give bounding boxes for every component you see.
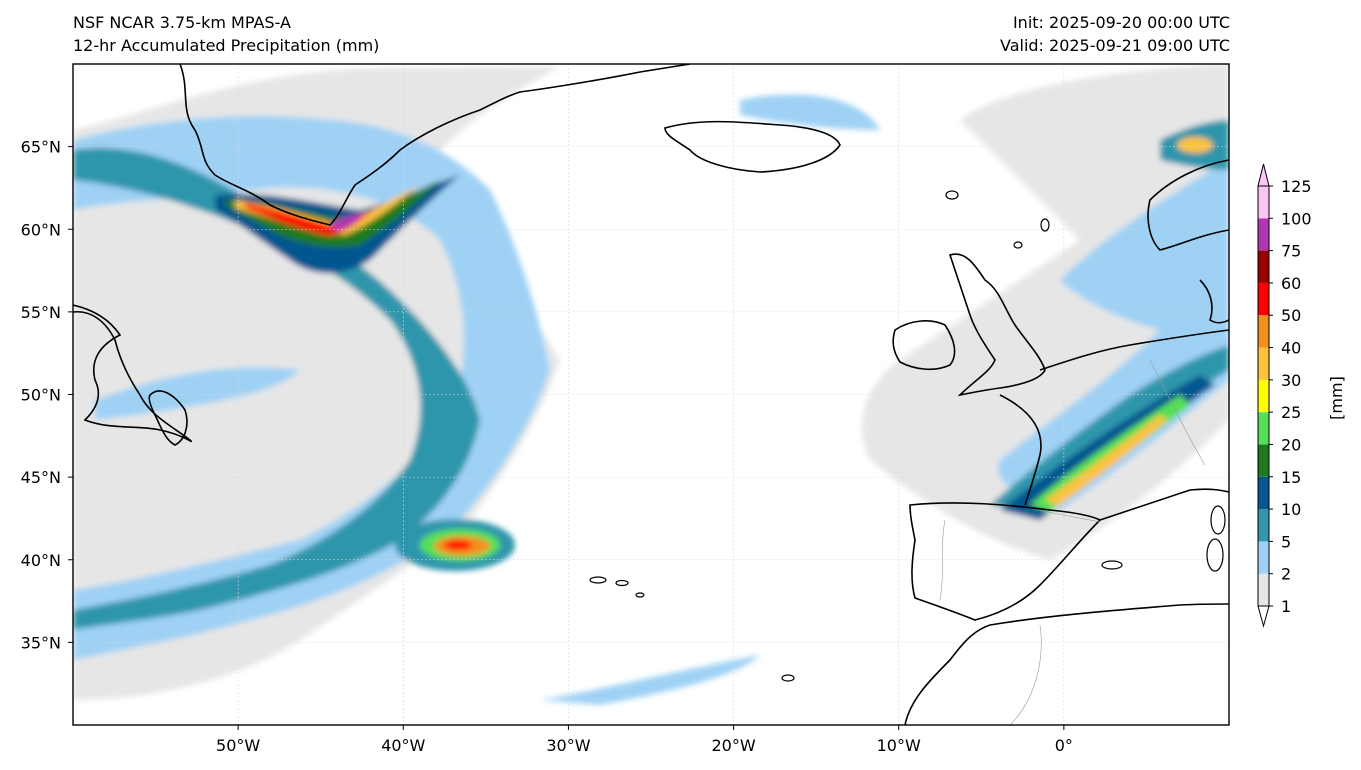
coast-iceland [664,120,841,173]
valid-time: Valid: 2025-09-21 09:00 UTC [999,36,1230,55]
init-time: Init: 2025-09-20 00:00 UTC [1012,13,1230,32]
coast-ireland [892,320,956,371]
island-shetland [1040,218,1050,232]
colorbar-swatch-4 [1258,444,1269,477]
island-azores-1 [589,576,607,584]
lon-tick-label-2: 30°W [546,736,590,755]
precip-norway-core [1177,137,1213,153]
lon-tick-label-1: 40°W [381,736,425,755]
border-france-east [1149,359,1206,466]
precip-azores-red [444,540,472,550]
colorbar-level-label-7: 30 [1281,371,1301,390]
colorbar-swatch-10 [1258,250,1269,283]
precip-band-north-sea [740,94,880,130]
coast-great-britain [948,253,1046,397]
colorbar-frame [1257,185,1270,607]
colorbar-swatch-1 [1258,541,1269,574]
border-morocco-algeria [1009,624,1042,725]
colorbar-level-label-2: 5 [1281,532,1291,551]
precip-band-south [540,655,760,705]
colorbar-swatch-3 [1258,476,1269,510]
precip-france-orange [1045,415,1168,506]
precip-layer [73,64,1229,705]
island-madeira [781,674,795,682]
coast-france-bay [999,394,1042,506]
lat-tick-label-1: 60°N [21,220,61,239]
island-corsica [1210,505,1226,535]
colorbar-level-label-6: 25 [1281,403,1301,422]
precip-core-magenta [330,212,365,231]
colorbar-level-label-12: 100 [1281,209,1312,228]
colorbar-swatch-8 [1258,315,1269,348]
colorbar-level-label-13: 125 [1281,177,1312,196]
colorbar-level-label-5: 20 [1281,435,1301,454]
lon-tick-label-4: 10°W [877,736,921,755]
islands [589,190,1226,682]
colorbar-level-label-11: 75 [1281,242,1301,261]
island-orkney [1013,241,1023,249]
border-spain-portugal [939,519,946,601]
country-borders [939,359,1206,725]
precip-swath-teal-east [990,345,1229,507]
colorbar-level-label-8: 40 [1281,339,1301,358]
lat-tick-label-3: 50°N [21,386,61,405]
colorbar-level-label-0: 1 [1281,597,1291,616]
colorbar-extend-min [1257,605,1270,628]
lat-tick-label-0: 65°N [21,138,61,157]
colorbar-level-label-4: 15 [1281,468,1301,487]
colorbar-level-label-1: 2 [1281,565,1291,584]
coast-iberia [909,502,1102,621]
coast-mediterranean [1099,488,1229,521]
coast-denmark [1199,279,1229,324]
island-faroe [945,190,959,200]
axis-ticks: 50°W 40°W 30°W 20°W 10°W 0° 65°N 60°N 55°N 50°N 45… [21,138,1073,755]
coast-europe-north [1039,329,1229,371]
gridlines [73,64,1229,725]
coastlines [73,64,1229,725]
colorbar-unit-label: [mm] [1327,376,1346,420]
colorbar-level-label-3: 10 [1281,500,1301,519]
colorbar-swatch-7 [1258,347,1269,380]
colorbar-swatch-9 [1258,282,1269,316]
lon-tick-label-5: 0° [1055,736,1073,755]
colorbar-swatch-6 [1258,379,1269,413]
colorbar-swatch-12 [1258,186,1269,219]
precip-band-mid-atlantic [95,367,300,420]
lat-tick-label-5: 40°N [21,551,61,570]
field-title: 12-hr Accumulated Precipitation (mm) [73,36,380,55]
lat-tick-label-6: 35°N [21,633,61,652]
lat-tick-label-4: 45°N [21,468,61,487]
lon-tick-label-0: 50°W [216,736,260,755]
coast-norway [1147,159,1229,251]
precip-core-green [225,180,440,247]
coast-greenland [179,64,691,226]
colorbar-level-label-9: 50 [1281,306,1301,325]
model-title: NSF NCAR 3.75-km MPAS-A [73,13,291,32]
precip-swath-teal [73,148,480,630]
lat-tick-label-2: 55°N [21,303,61,322]
coast-newfoundland [73,304,192,443]
coast-africa [904,603,1229,725]
colorbar-swatch-0 [1258,573,1269,606]
colorbar-level-label-10: 60 [1281,274,1301,293]
island-sardinia [1206,538,1224,572]
colorbar-swatch-5 [1258,412,1269,445]
coast-newfoundland-island [148,390,188,446]
colorbar-swatch-11 [1258,218,1269,251]
lon-tick-label-3: 20°W [711,736,755,755]
colorbar-swatch-2 [1258,509,1269,542]
island-balearic [1101,560,1123,570]
island-azores-3 [635,592,645,598]
map-content [73,64,1229,725]
colorbar-extend-max [1257,163,1270,187]
island-azores-2 [615,579,629,587]
border-france-spain [1039,509,1101,523]
